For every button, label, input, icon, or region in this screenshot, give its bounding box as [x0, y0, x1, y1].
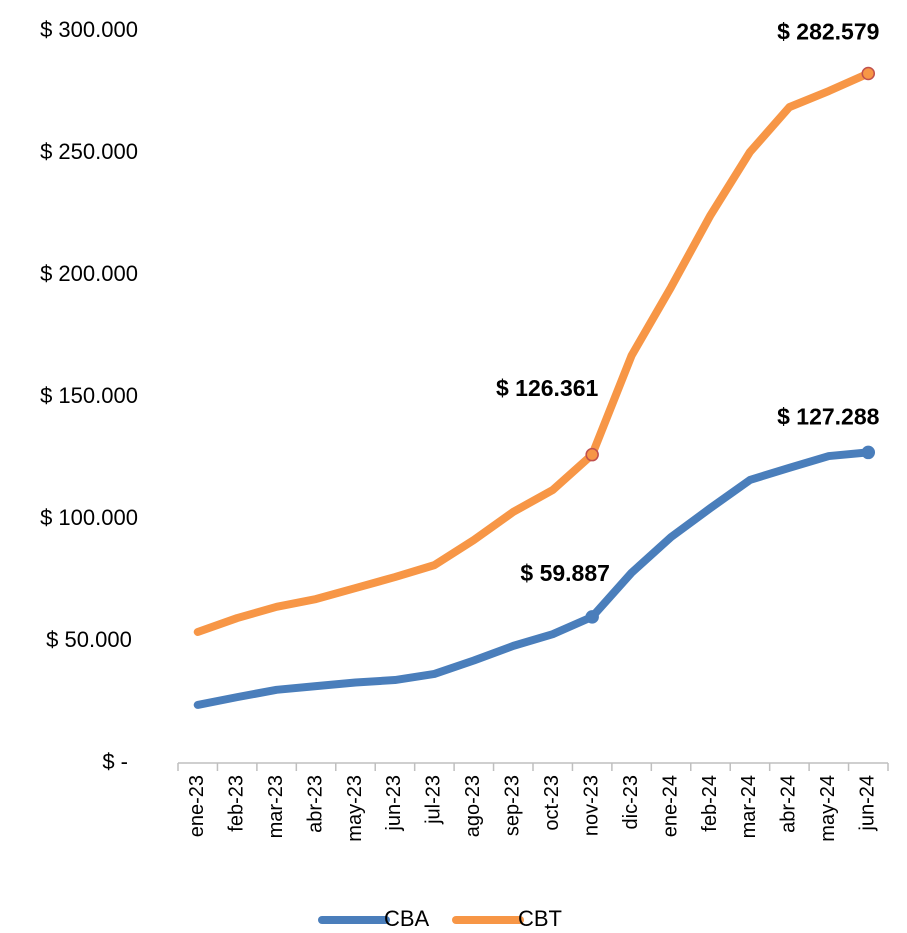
point-marker — [585, 610, 599, 624]
y-tick-label: $ 200.000 — [40, 261, 138, 286]
point-marker — [861, 445, 876, 460]
x-tick-label: may-23 — [344, 775, 366, 842]
legend-label: CBA — [384, 906, 430, 931]
x-tick-label: abr-23 — [304, 775, 326, 833]
point-marker — [861, 66, 876, 81]
data-label: $ 282.579 — [777, 19, 879, 45]
y-tick-label: $ 100.000 — [40, 505, 138, 530]
x-tick-label: ene-23 — [186, 775, 208, 837]
x-tick-label: jul-23 — [423, 775, 445, 825]
x-tick-label: may-24 — [817, 775, 839, 842]
y-tick-label: $ - — [102, 749, 128, 774]
x-tick-label: mar-23 — [265, 775, 287, 838]
y-tick-label: $ 250.000 — [40, 139, 138, 164]
x-tick-label: mar-24 — [738, 775, 760, 838]
y-tick-label: $ 50.000 — [46, 627, 132, 652]
data-label: $ 127.288 — [777, 403, 880, 429]
point-marker — [585, 447, 599, 462]
line-series — [193, 69, 873, 636]
x-tick-label: oct-23 — [541, 775, 563, 831]
x-tick-label: ago-23 — [462, 775, 484, 837]
legend-label: CBT — [518, 906, 562, 931]
x-tick-label: dic-23 — [620, 775, 642, 829]
x-tick-label: sep-23 — [502, 775, 524, 836]
x-tick-label: feb-23 — [225, 775, 247, 832]
data-label: $ 126.361 — [496, 375, 599, 401]
y-tick-label: $ 300.000 — [40, 17, 138, 42]
data-label: $ 59.887 — [520, 560, 610, 586]
x-tick-label: ene-24 — [659, 775, 681, 837]
x-tick-label: feb-24 — [699, 775, 721, 832]
x-tick-label: jun-23 — [383, 775, 405, 832]
line-series — [193, 448, 873, 709]
x-tick-label: jun-24 — [857, 775, 879, 832]
y-tick-label: $ 150.000 — [40, 383, 138, 408]
x-tick-label: abr-24 — [778, 775, 800, 833]
x-tick-label: nov-23 — [580, 775, 602, 836]
